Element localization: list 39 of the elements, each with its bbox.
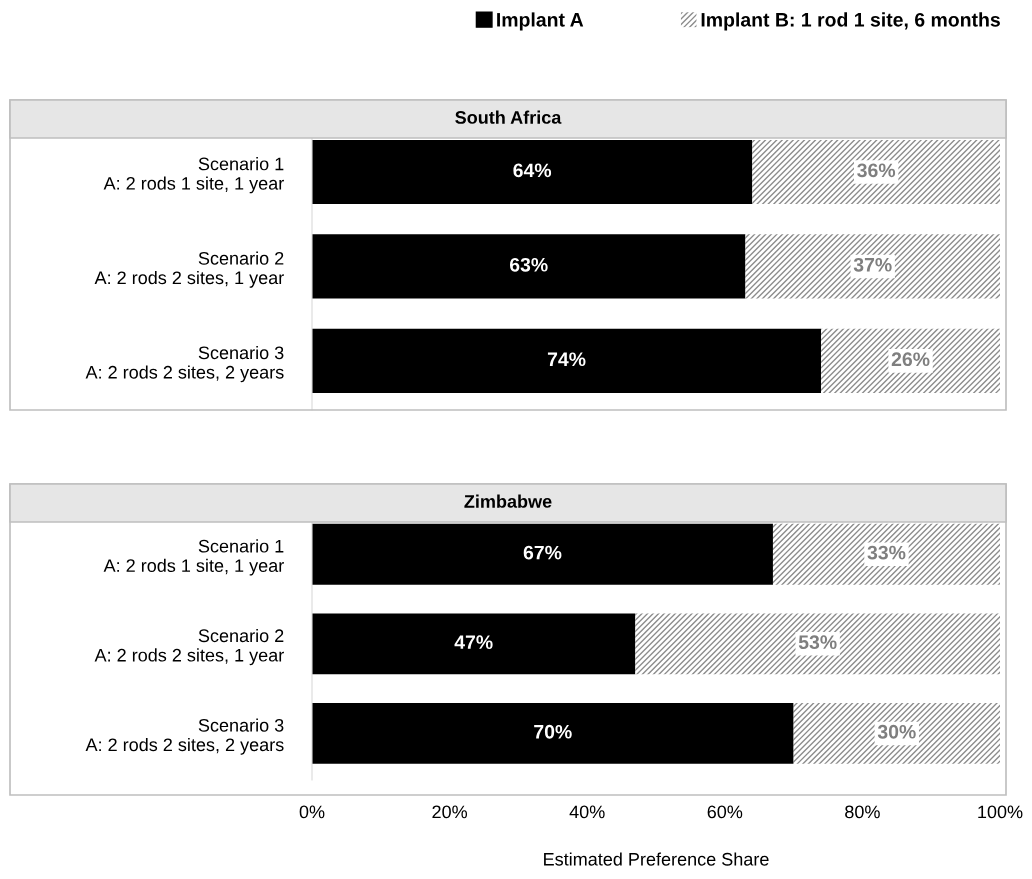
x-tick-label: 20% [432, 805, 468, 819]
x-tick-label: 40% [569, 805, 605, 819]
x-tick-label: 0% [299, 805, 325, 819]
bar [752, 139, 1000, 205]
bar [312, 702, 794, 764]
y-tick-label: Scenario 2 A: 2 rods 2 sites, 1 year [94, 628, 284, 666]
bar [793, 702, 1000, 764]
y-tick-label: Scenario 3 A: 2 rods 2 sites, 2 years [85, 718, 284, 755]
x-tick-label: 60% [707, 805, 743, 819]
chart-title: Zimbabwe [464, 494, 552, 508]
bar [635, 613, 1000, 675]
data-label: 30% [877, 724, 916, 739]
legend-label: Implant B: 1 rod 1 site, 6 months [701, 12, 1000, 31]
data-label: 47% [454, 635, 493, 650]
bar [312, 328, 822, 393]
data-label: 53% [798, 635, 837, 650]
bar [312, 613, 636, 675]
data-label: 37% [853, 257, 892, 272]
y-tick-label: Scenario 1 A: 2 rods 1 site, 1 year [103, 539, 284, 576]
chart-title: South Africa [455, 110, 562, 124]
y-tick-label: Scenario 2 A: 2 rods 2 sites, 1 year [94, 251, 284, 288]
data-label: 36% [857, 163, 896, 178]
bar [772, 523, 1000, 585]
x-tick-label: 80% [845, 805, 880, 819]
bar [312, 234, 746, 299]
data-label: 67% [523, 545, 562, 560]
data-label: 26% [891, 352, 930, 367]
y-tick-label: Scenario 1 A: 2 rods 1 site, 1 year [103, 157, 284, 194]
data-label: 74% [547, 352, 586, 367]
bar [821, 328, 1000, 393]
data-label: 64% [513, 163, 552, 178]
bar [745, 234, 1000, 299]
y-tick-label: Scenario 3 A: 2 rods 2 sites, 2 years [85, 345, 284, 383]
x-axis-title: Estimated Preference Share [544, 852, 769, 866]
data-label: 33% [867, 545, 906, 560]
data-label: 63% [509, 257, 548, 272]
x-tick-label: 100% [978, 805, 1023, 819]
data-label: 70% [534, 724, 572, 739]
legend-label: Implant A [497, 12, 584, 31]
